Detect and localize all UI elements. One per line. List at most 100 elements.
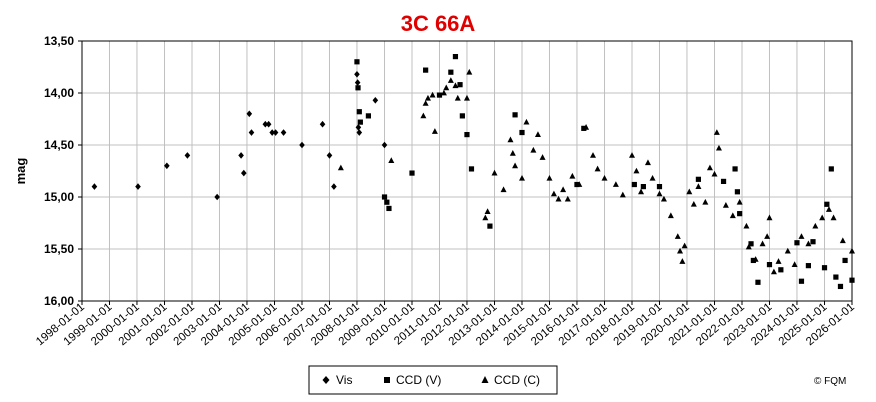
point-ccd-c <box>463 94 470 101</box>
point-ccd-c <box>337 164 344 171</box>
point-ccd-v <box>384 199 390 205</box>
point-ccd-c <box>695 183 702 189</box>
point-vis <box>319 120 326 128</box>
point-vis <box>356 129 363 136</box>
y-tick-label: 13,50 <box>44 34 74 48</box>
point-ccd-c <box>534 131 541 137</box>
point-ccd-c <box>798 233 805 239</box>
point-ccd-c <box>454 94 461 101</box>
point-ccd-v <box>357 119 363 125</box>
point-ccd-v <box>842 257 848 264</box>
point-ccd-c <box>784 247 791 254</box>
point-ccd-c <box>589 152 596 158</box>
point-vis <box>355 124 362 131</box>
point-ccd-c <box>729 212 736 219</box>
point-ccd-v <box>448 69 454 75</box>
point-vis <box>135 183 141 190</box>
point-ccd-c <box>656 190 663 197</box>
y-tick-labels: 13,50 14,00 14,50 15,00 15,50 16,00 <box>44 34 82 308</box>
point-ccd-c <box>443 84 450 91</box>
point-ccd-c <box>791 261 798 267</box>
y-axis-label: mag <box>13 158 28 185</box>
point-ccd-c <box>715 144 722 151</box>
point-vis <box>269 129 275 136</box>
point-ccd-v <box>778 267 784 273</box>
point-ccd-c <box>745 243 752 250</box>
point-ccd-c <box>424 94 431 101</box>
point-ccd-c <box>775 258 782 264</box>
point-ccd-v <box>833 274 839 280</box>
point-ccd-c <box>759 240 766 247</box>
point-ccd-c <box>711 170 718 177</box>
point-ccd-v <box>755 279 761 285</box>
point-ccd-v <box>354 59 360 65</box>
point-ccd-v <box>695 176 702 182</box>
point-ccd-v <box>512 112 518 118</box>
point-ccd-v <box>821 265 828 271</box>
point-ccd-v <box>457 82 463 88</box>
point-vis <box>381 141 388 149</box>
point-ccd-c <box>594 165 601 172</box>
point-vis <box>265 120 272 128</box>
point-ccd-v <box>828 166 834 172</box>
point-ccd-v <box>468 166 475 172</box>
point-ccd-c <box>849 247 855 254</box>
point-ccd-v <box>805 263 812 269</box>
point-vis <box>326 152 333 159</box>
point-ccd-c <box>601 174 608 181</box>
point-ccd-c <box>764 233 771 239</box>
point-ccd-v <box>737 211 743 217</box>
point-vis <box>248 129 255 136</box>
point-ccd-c <box>649 174 656 181</box>
data-points <box>91 54 855 290</box>
point-ccd-c <box>686 188 693 195</box>
point-ccd-v <box>487 223 493 229</box>
point-ccd-c <box>569 172 576 179</box>
point-ccd-c <box>429 91 436 98</box>
point-ccd-c <box>560 186 567 193</box>
point-ccd-c <box>830 214 837 221</box>
point-ccd-c <box>523 118 530 125</box>
point-ccd-c <box>388 157 395 163</box>
point-ccd-c <box>546 174 553 181</box>
y-tick-label: 16,00 <box>44 294 74 308</box>
point-vis <box>238 152 244 159</box>
point-ccd-v <box>464 132 470 138</box>
x-tick-labels: 1998-01-011999-01-012000-01-012001-01-01… <box>34 301 857 348</box>
point-ccd-v <box>748 241 754 247</box>
point-ccd-v <box>732 166 738 172</box>
point-vis <box>262 120 269 128</box>
point-ccd-v <box>810 239 816 245</box>
point-ccd-c <box>420 112 427 119</box>
copyright-text: © FQM <box>814 376 846 387</box>
legend: Vis CCD (V) CCD (C) <box>308 365 558 395</box>
y-tick-label: 15,00 <box>44 190 74 204</box>
point-ccd-c <box>825 206 832 212</box>
point-ccd-c <box>440 89 447 96</box>
point-ccd-c <box>819 214 826 221</box>
point-ccd-c <box>766 214 773 221</box>
point-ccd-c <box>555 195 562 202</box>
point-ccd-v <box>640 184 646 190</box>
point-ccd-c <box>452 82 459 89</box>
point-ccd-c <box>743 222 750 229</box>
point-ccd-c <box>722 202 729 208</box>
point-ccd-c <box>706 164 713 171</box>
point-ccd-c <box>679 258 686 264</box>
point-ccd-c <box>667 212 674 219</box>
point-ccd-c <box>770 268 777 275</box>
point-ccd-c <box>660 195 667 202</box>
point-ccd-c <box>629 152 635 158</box>
point-ccd-c <box>512 162 519 169</box>
point-ccd-c <box>530 146 537 153</box>
point-ccd-c <box>491 169 498 176</box>
point-ccd-c <box>519 174 525 181</box>
point-ccd-c <box>539 154 546 160</box>
point-ccd-v <box>631 181 637 188</box>
point-ccd-v <box>720 178 727 184</box>
point-ccd-c <box>752 256 759 262</box>
point-ccd-c <box>736 198 743 205</box>
point-ccd-v <box>356 109 362 115</box>
point-ccd-c <box>812 222 819 229</box>
